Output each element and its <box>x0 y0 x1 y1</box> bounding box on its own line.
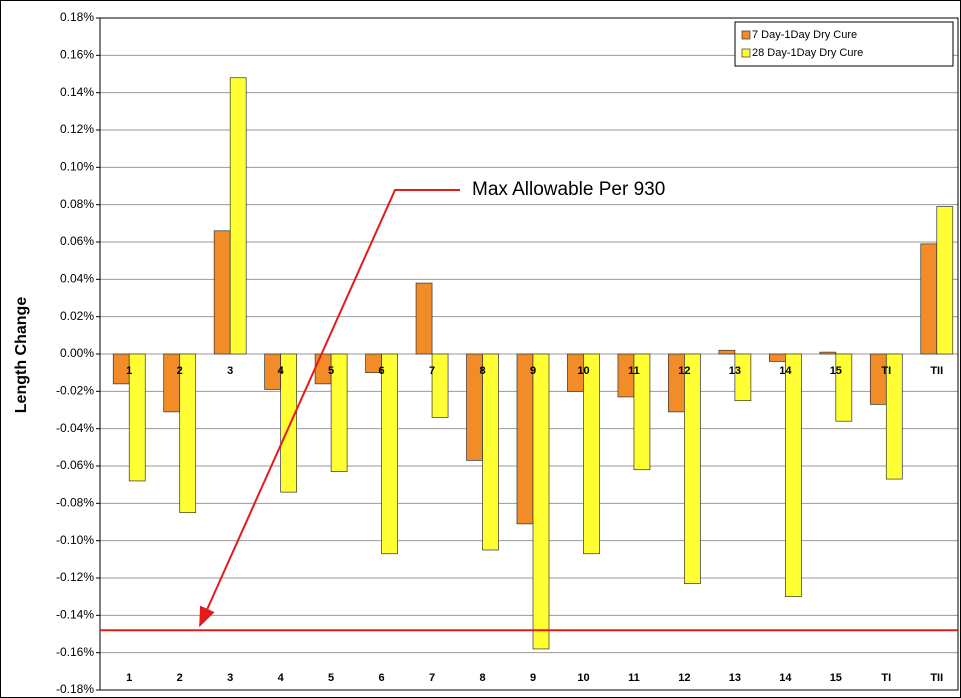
bar <box>583 353 600 555</box>
y-tick-label: -0.10% <box>56 533 94 547</box>
y-tick-label: 0.06% <box>60 234 94 248</box>
x-tick-label: 7 <box>429 672 435 684</box>
bar <box>785 353 802 598</box>
bar <box>769 353 786 362</box>
bar <box>734 353 752 402</box>
x-tick-label: 10 <box>577 672 589 684</box>
y-tick-label: 0.02% <box>60 309 94 323</box>
y-tick-label: 0.00% <box>60 346 94 360</box>
category-label: 4 <box>278 365 285 377</box>
category-label: 15 <box>830 365 842 377</box>
x-tick-label: 1 <box>126 672 132 684</box>
y-tick-label: 0.14% <box>60 85 94 99</box>
legend-label: 7 Day-1Day Dry Cure <box>752 29 857 41</box>
bar <box>179 353 197 514</box>
bar <box>684 353 701 584</box>
category-label: 9 <box>530 365 536 377</box>
category-label: 12 <box>678 365 690 377</box>
bar <box>718 349 736 355</box>
x-tick-label: 3 <box>227 672 233 684</box>
category-label: 5 <box>328 365 334 377</box>
y-tick-label: 0.12% <box>60 122 94 136</box>
y-tick-label: -0.14% <box>56 608 94 622</box>
x-tick-label: 8 <box>479 672 485 684</box>
x-tick-label: TII <box>930 672 943 684</box>
category-label: 2 <box>177 365 183 377</box>
bar <box>516 353 534 525</box>
bar <box>885 353 903 480</box>
bar <box>819 351 837 355</box>
y-axis-label: Length Change <box>13 297 30 414</box>
x-tick-label: 4 <box>278 672 285 684</box>
category-label: 6 <box>379 365 385 377</box>
y-tick-label: 0.10% <box>60 160 94 174</box>
category-label: TI <box>881 365 891 377</box>
y-tick-label: -0.16% <box>56 645 94 659</box>
bar <box>415 282 433 355</box>
x-tick-label: TI <box>881 672 891 684</box>
x-tick-label: 11 <box>628 672 640 684</box>
y-tick-label: 0.16% <box>60 48 94 62</box>
bar <box>163 353 181 413</box>
bar <box>431 353 449 418</box>
legend-swatch <box>741 30 751 40</box>
category-label: 3 <box>227 365 233 377</box>
y-tick-label: -0.06% <box>56 458 94 472</box>
x-tick-label: 2 <box>177 672 183 684</box>
bar <box>381 353 398 555</box>
y-tick-label: -0.02% <box>56 384 94 398</box>
legend-label: 28 Day-1Day Dry Cure <box>752 47 863 59</box>
bar <box>128 353 146 482</box>
category-label: TII <box>930 365 943 377</box>
bar <box>532 353 550 650</box>
category-label: 14 <box>779 365 792 377</box>
y-tick-label: -0.12% <box>56 570 94 584</box>
category-label: 10 <box>577 365 589 377</box>
y-tick-label: -0.18% <box>56 682 94 696</box>
category-label: 13 <box>729 365 741 377</box>
bar <box>482 353 499 551</box>
bar <box>869 353 887 405</box>
bar <box>280 353 297 493</box>
y-tick-label: 0.18% <box>60 10 94 24</box>
x-tick-label: 9 <box>530 672 536 684</box>
bar <box>213 230 231 355</box>
category-label: 11 <box>628 365 640 377</box>
annotation-arrow <box>199 189 460 628</box>
category-label: 7 <box>429 365 435 377</box>
bar <box>330 353 348 472</box>
x-tick-label: 6 <box>379 672 385 684</box>
x-tick-label: 14 <box>779 672 792 684</box>
annotation: Max Allowable Per 930 <box>472 179 665 200</box>
y-tick-label: 0.04% <box>60 272 94 286</box>
y-tick-label: -0.04% <box>56 421 94 435</box>
category-label: 8 <box>479 365 485 377</box>
x-tick-label: 13 <box>729 672 741 684</box>
y-tick-label: -0.08% <box>56 496 94 510</box>
bar <box>229 77 247 355</box>
x-tick-label: 5 <box>328 672 334 684</box>
bar <box>920 243 938 355</box>
plot-border <box>99 17 959 691</box>
y-tick-label: 0.08% <box>60 197 94 211</box>
bar <box>936 206 954 355</box>
legend: 7 Day-1Day Dry Cure 28 Day-1Day Dry Cure <box>734 21 954 67</box>
legend-box <box>734 21 954 67</box>
category-label: 1 <box>126 365 132 377</box>
bar <box>835 353 853 422</box>
x-tick-label: 12 <box>678 672 690 684</box>
bar <box>633 353 651 471</box>
x-tick-label: 15 <box>830 672 842 684</box>
bar <box>668 353 685 413</box>
legend-swatch <box>741 48 751 58</box>
